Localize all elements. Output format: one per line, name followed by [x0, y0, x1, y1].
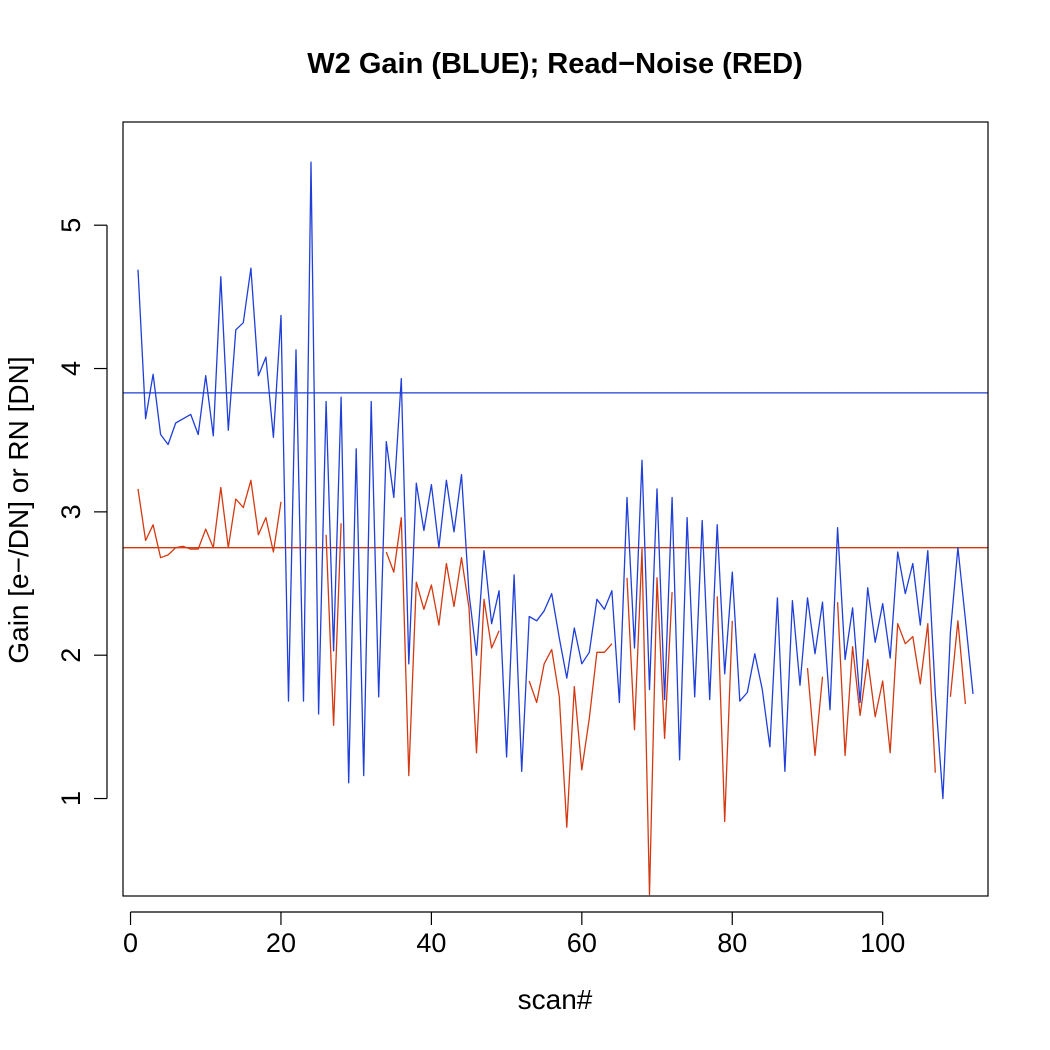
plot-frame: [122, 121, 989, 897]
x-tick-label: 20: [266, 928, 296, 958]
y-tick-label: 4: [56, 361, 86, 376]
read_noise-series-line-7: [836, 602, 936, 773]
y-tick-label: 5: [56, 218, 86, 233]
x-tick-label: 40: [416, 928, 446, 958]
chart-title: W2 Gain (BLUE); Read−Noise (RED): [307, 48, 802, 80]
axes: 0 20 40 60 80 100 1 2 3 4 5: [56, 121, 989, 958]
read_noise-series-line-8: [949, 620, 967, 704]
y-axis-label: Gain [e−/DN] or RN [DN]: [3, 356, 34, 663]
x-tick-label: 0: [123, 928, 138, 958]
x-tick-label: 60: [567, 928, 597, 958]
read_noise-series-line-2: [385, 516, 500, 777]
x-axis-label: scan#: [518, 984, 593, 1015]
read_noise-series-line-1: [325, 523, 342, 727]
plot-area: [123, 161, 988, 896]
x-tick-label: 100: [860, 928, 905, 958]
gain-series-line-0: [137, 161, 974, 800]
y-tick-label: 2: [56, 648, 86, 663]
read_noise-series-line-6: [806, 668, 824, 757]
read_noise-series-line-4: [626, 548, 673, 896]
x-tick-label: 80: [717, 928, 747, 958]
read_noise-series-line-3: [528, 643, 613, 828]
read_noise-series-line-0: [137, 479, 282, 559]
y-tick-label: 3: [56, 504, 86, 519]
read_noise-series-line-5: [716, 596, 733, 823]
y-tick-label: 1: [56, 791, 86, 806]
